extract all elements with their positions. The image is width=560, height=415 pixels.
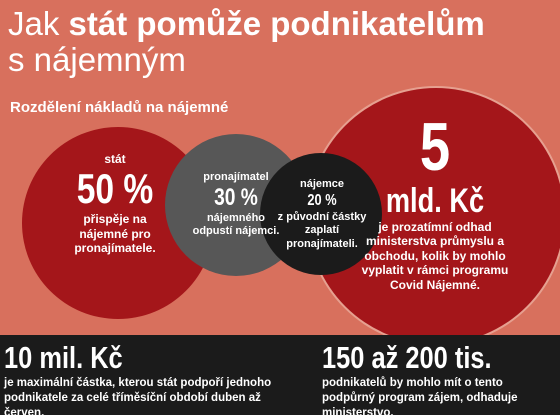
circle-label: stát	[104, 152, 126, 166]
circle-share: 20 %	[307, 192, 337, 210]
circle-tenant	[260, 153, 382, 275]
circle-text: je prozatímní odhad ministerstva průmysl…	[361, 220, 509, 292]
fact-text: je maximální částka, kterou stát podpoří…	[4, 377, 272, 415]
fact-text: podnikatelů by mohlo mít o tento podpůrn…	[322, 377, 518, 415]
fact-figure: 150 až 200 tis.	[322, 340, 492, 375]
title-part: Jak	[8, 5, 60, 42]
circle-text: přispěje na nájemné pro pronajímatele.	[74, 212, 156, 256]
title: Jak stát pomůže podnikatelům s nájemným	[8, 6, 558, 78]
circle-text: nájemného odpustí nájemci.	[192, 212, 280, 238]
circle-share: 30 %	[214, 184, 258, 212]
circle-label: 5	[419, 109, 451, 185]
fact-figure: 10 mil. Kč	[4, 340, 123, 375]
facts-band	[0, 335, 560, 415]
circle-share: 50 %	[76, 165, 154, 213]
title-part: s nájemným	[8, 41, 186, 78]
title-bold: stát pomůže podnikatelům	[68, 5, 485, 42]
circle-label: nájemce	[299, 178, 345, 190]
circle-text: z původní částky zaplatí pronajímateli.	[277, 211, 367, 250]
subtitle: Rozdělení nákladů na nájemné	[10, 99, 229, 116]
circle-label: pronajímatel	[203, 171, 269, 183]
circle-share: mld. Kč	[385, 182, 485, 220]
